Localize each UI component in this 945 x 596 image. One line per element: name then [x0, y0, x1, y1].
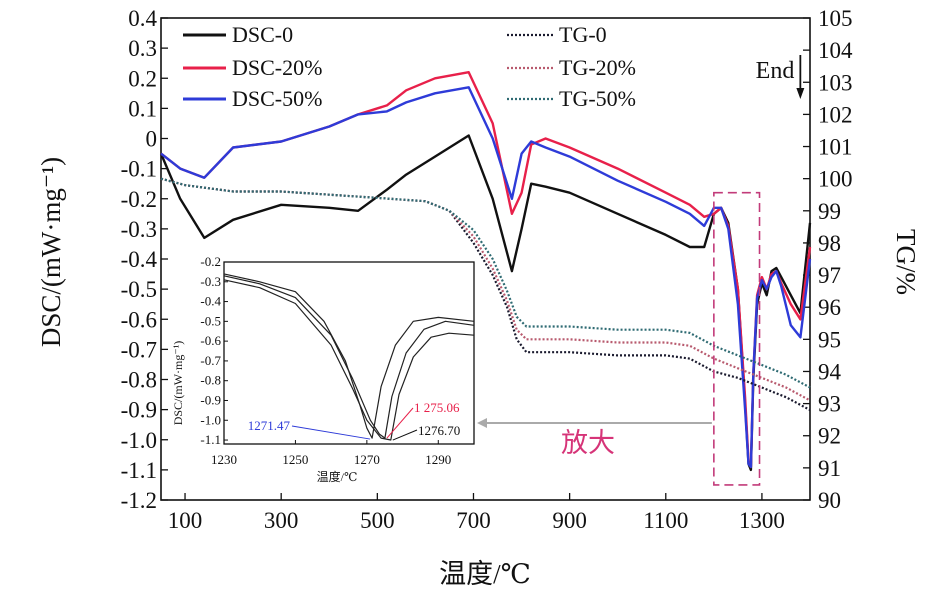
zoom-box — [713, 191, 761, 486]
end-label: End — [756, 58, 795, 84]
y-axis-title: DSC/(mW·mg⁻¹) — [36, 157, 66, 347]
legend-label: DSC-20% — [232, 55, 322, 80]
y2-tick-label: 96 — [818, 295, 841, 320]
y-tick-label: 0.1 — [128, 96, 157, 121]
y2-tick-label: 93 — [818, 392, 841, 417]
legend-label: TG-20% — [559, 55, 636, 80]
zoom-arrow-head — [477, 418, 487, 428]
y-tick-label: -0.2 — [121, 187, 157, 212]
y2-tick-label: 103 — [818, 70, 853, 95]
y-tick-label: -1.0 — [121, 428, 157, 453]
inset-line-dsc-20pct — [223, 275, 475, 439]
inset-y-tick-label: -0.9 — [200, 392, 221, 407]
peak-leader-dsc0 — [392, 429, 418, 441]
inset-line-dsc-50pct — [223, 273, 475, 439]
y2-tick-label: 104 — [818, 38, 853, 63]
legend-label: DSC-0 — [232, 22, 293, 47]
y-tick-label: 0.4 — [128, 6, 157, 31]
series-line-dsc-50pct — [160, 86, 812, 469]
inset-frame — [223, 261, 475, 445]
peak-label-dsc50: 1271.47 — [248, 418, 291, 433]
y2-tick-label: 90 — [818, 488, 841, 513]
y-tick-label: -0.6 — [121, 307, 157, 332]
y2-axis-title: TG/% — [891, 229, 921, 295]
peak-label-dsc0: 1276.70 — [418, 423, 460, 438]
inset-y-tick-label: -0.7 — [200, 353, 221, 368]
y2-tick-label: 95 — [818, 327, 841, 352]
y2-tick-label: 99 — [818, 199, 841, 224]
y2-tick-label: 101 — [818, 135, 853, 160]
inset-x-tick-label: 1270 — [354, 452, 380, 467]
zoom-label: 放大 — [561, 428, 615, 458]
x-axis-title: 温度/℃ — [439, 559, 531, 589]
y-tick-label: 0 — [146, 127, 158, 152]
legend: DSC-0 DSC-20% DSC-50% TG-0 TG-20% TG-50% — [183, 22, 636, 111]
inset-x-axis-title: 温度/℃ — [317, 469, 358, 484]
y2-tick-label: 91 — [818, 456, 841, 481]
y2-tick-label: 102 — [818, 102, 853, 127]
x-tick-label: 900 — [552, 508, 587, 533]
inset-y-tick-label: -0.4 — [200, 294, 221, 309]
y-tick-label: -0.5 — [121, 277, 157, 302]
x-tick-label: 300 — [264, 508, 299, 533]
end-arrow-head — [796, 88, 805, 99]
inset-plot: -0.2 -0.3 -0.4 -0.5 -0.6 -0.7 -0.8 -0.9 -1.0 -1.1… — [171, 254, 475, 484]
y-tick-label: -0.3 — [121, 217, 157, 242]
peak-leader-dsc20 — [386, 407, 414, 439]
legend-label: TG-50% — [559, 86, 636, 111]
peak-label-dsc20: 1 275.06 — [414, 400, 460, 415]
x-tick-label: 700 — [456, 508, 491, 533]
y-tick-label: -1.1 — [121, 458, 157, 483]
y-tick-label: -1.2 — [121, 488, 157, 513]
series-line-dsc-0 — [159, 134, 812, 472]
x-tick-label: 100 — [168, 508, 203, 533]
inset-x-tick-label: 1250 — [282, 452, 308, 467]
y-tick-label: 0.3 — [128, 36, 157, 61]
y-tick-label: -0.7 — [121, 337, 157, 362]
y-tick-label: -0.1 — [121, 157, 157, 182]
y-tick-label: 0.2 — [128, 66, 157, 91]
inset-y-tick-label: -1.1 — [200, 432, 221, 447]
y-tick-label: -0.8 — [121, 368, 157, 393]
y2-tick-label: 94 — [818, 359, 842, 384]
y-tick-label: -0.4 — [121, 247, 158, 272]
legend-label: TG-0 — [559, 22, 607, 47]
inset-line-dsc-0 — [223, 279, 475, 441]
inset-y-tick-label: -1.0 — [200, 412, 221, 427]
y2-tick-label: 98 — [818, 231, 841, 256]
x-tick-label: 1300 — [739, 508, 785, 533]
y2-tick-label: 100 — [818, 167, 853, 192]
y-tick-label: -0.9 — [121, 398, 157, 423]
inset-x-tick-label: 1290 — [425, 452, 451, 467]
x-tick-label: 1100 — [643, 508, 688, 533]
inset-y-tick-label: -0.3 — [200, 274, 221, 289]
inset-y-tick-label: -0.8 — [200, 373, 221, 388]
inset-y-axis-title: DSC/(mW·mg⁻¹) — [171, 341, 185, 426]
main-plot: 0.40.30.20.10-0.1-0.2-0.3-0.4-0.5-0.6-0.… — [121, 6, 853, 533]
series-line-tg-50pct — [160, 177, 811, 389]
peak-leader-dsc50 — [291, 425, 371, 440]
inset-y-tick-label: -0.2 — [200, 254, 221, 269]
legend-label: DSC-50% — [232, 86, 322, 111]
x-tick-label: 500 — [360, 508, 395, 533]
inset-y-tick-label: -0.6 — [200, 333, 221, 348]
y2-tick-label: 97 — [818, 263, 841, 288]
inset-x-tick-label: 1230 — [211, 452, 237, 467]
y2-tick-label: 105 — [818, 6, 853, 31]
y2-tick-label: 92 — [818, 424, 841, 449]
inset-y-tick-label: -0.5 — [200, 313, 221, 328]
